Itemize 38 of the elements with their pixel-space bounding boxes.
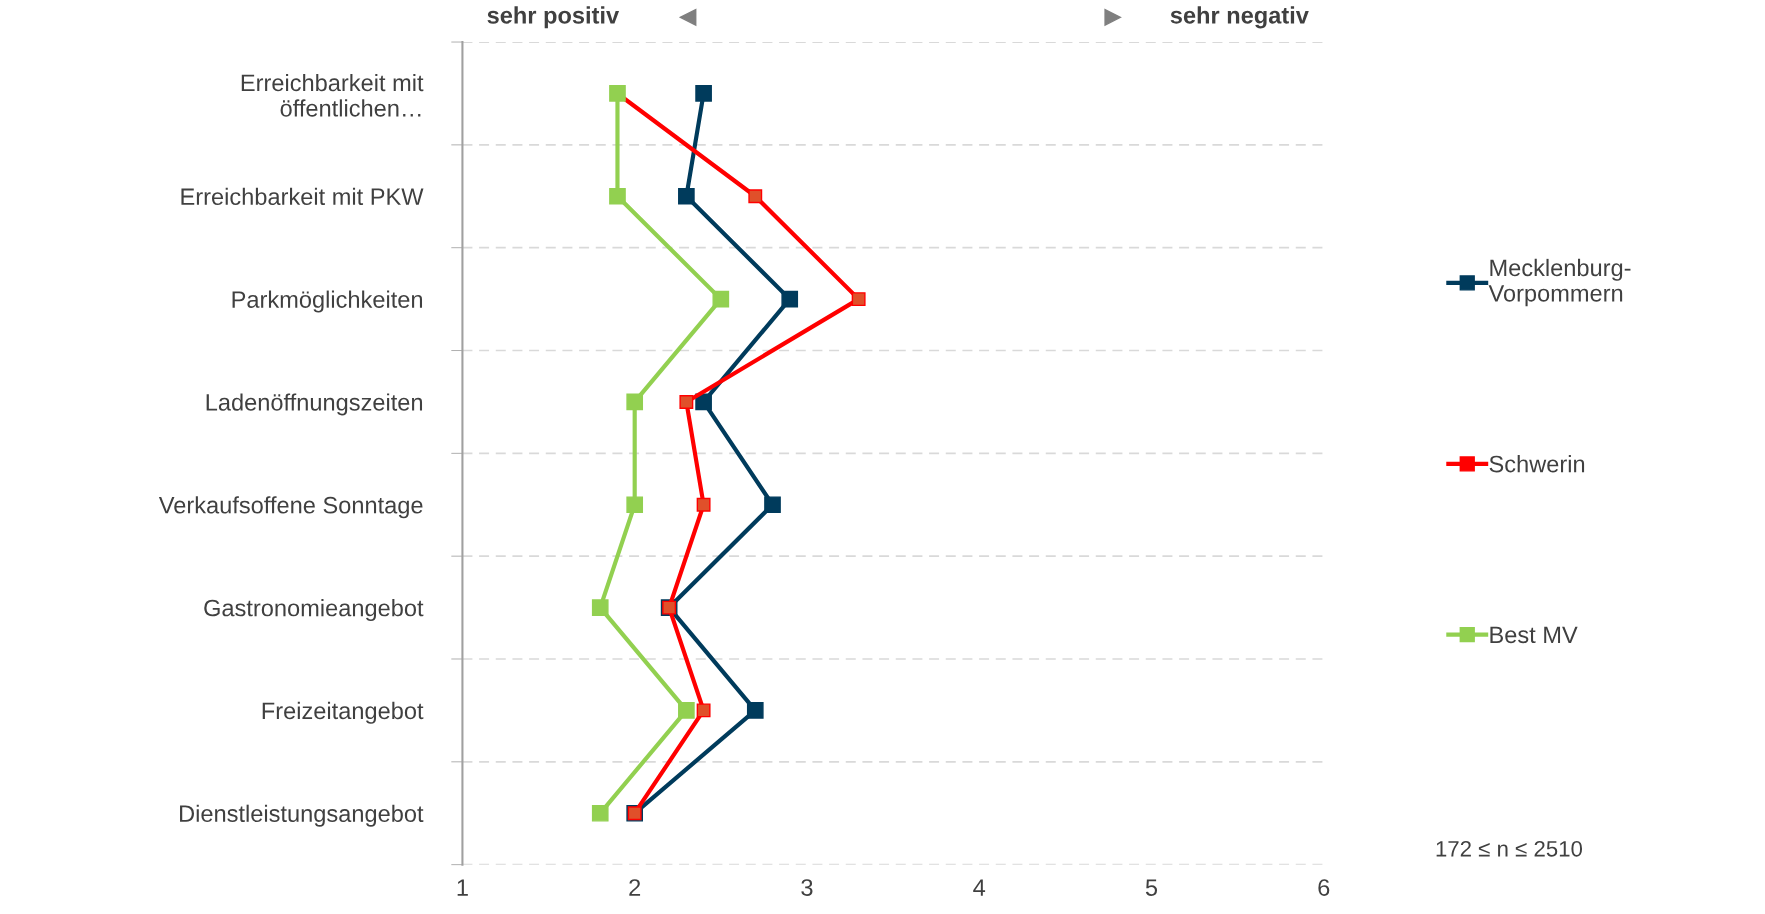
point — [748, 189, 763, 204]
point — [696, 703, 711, 718]
point — [695, 393, 712, 411]
y-tick-label: Dienstleistungsangebot — [180, 804, 424, 827]
point — [695, 85, 712, 102]
y-tick-label: Parkmöglichkeiten — [232, 290, 423, 313]
y-tick-label: Verkaufsoffene Sonntage — [158, 496, 423, 519]
legend-label: Schwerin — [1489, 455, 1585, 473]
y-tick-label: Erreichbarkeit mit PKW — [181, 187, 424, 206]
x-tick-label: 5 — [1145, 879, 1158, 896]
legend-label: Best MV — [1490, 626, 1578, 644]
point — [626, 496, 644, 514]
text: sehr positiv — [487, 6, 620, 29]
point — [678, 187, 695, 205]
y-tick-label: Freizeitangebot — [262, 701, 424, 724]
point — [626, 393, 644, 411]
point — [696, 497, 711, 512]
x-tick-label: 3 — [801, 879, 813, 896]
y-tick-label: Erreichbarkeit mit öffentlichen… — [241, 73, 424, 117]
x-tick-label: 1 — [457, 879, 468, 896]
x-tick-label: 4 — [973, 879, 986, 896]
text: 172 ≤ n ≤ 2510 — [1436, 840, 1583, 857]
point — [764, 496, 781, 514]
x-tick-label: 2 — [629, 879, 641, 896]
legend-label: Mecklenburg- Vorpommern — [1488, 258, 1631, 307]
point — [679, 394, 694, 409]
point — [609, 187, 626, 205]
text: sehr negativ — [1170, 6, 1309, 29]
point — [781, 290, 799, 308]
point — [851, 292, 866, 307]
point — [712, 290, 730, 308]
point — [746, 702, 764, 719]
x-tick-label: 6 — [1318, 879, 1330, 896]
point — [678, 702, 695, 719]
point — [591, 599, 609, 616]
y-tick-label: Ladenöffnungszeiten — [206, 393, 423, 416]
y-tick-label: Gastronomieangebot — [204, 599, 424, 622]
point — [591, 804, 609, 822]
